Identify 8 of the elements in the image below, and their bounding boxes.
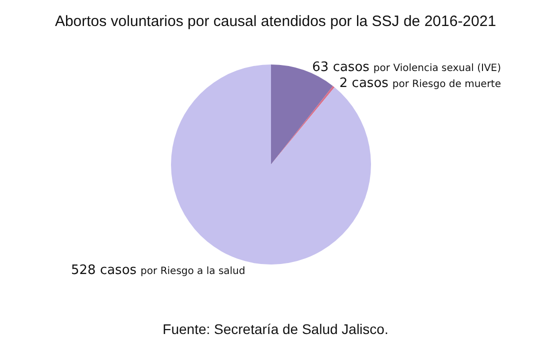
slice-label: por Riesgo a la salud [140,266,246,278]
chart-title: Abortos voluntarios por causal atendidos por la SSJ de 2016-2021 [54,13,496,30]
data-label: 63 casos [312,60,370,75]
data-label: 2 casos [339,76,389,91]
slice-label: por Riesgo de muerte [392,79,502,90]
slice-label: por Violencia sexual (IVE) [373,63,502,74]
data-label: 528 casos [71,262,137,278]
source-note: Fuente: Secretaría de Salud Jalisco. [162,320,388,337]
